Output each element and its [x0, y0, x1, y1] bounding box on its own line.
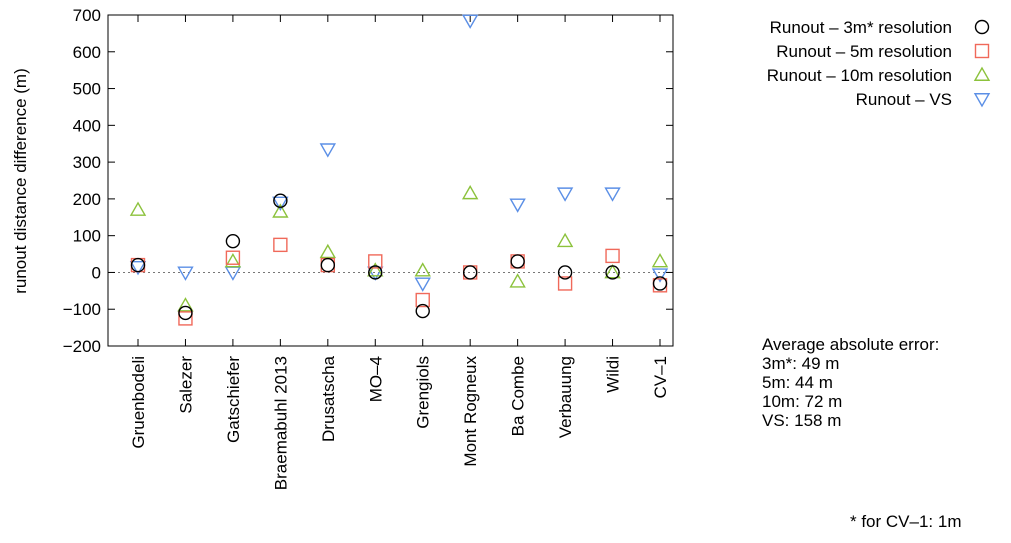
y-tick-label: 0 [92, 263, 101, 282]
data-point [556, 232, 574, 248]
y-tick-label: 300 [73, 153, 101, 172]
data-markers [129, 14, 669, 326]
annotation-line: 10m: 72 m [762, 392, 843, 411]
legend-marker [973, 66, 991, 81]
y-tick-label: 500 [73, 80, 101, 99]
y-tick-label: −100 [63, 300, 101, 319]
legend-label: Runout – 5m resolution [776, 42, 952, 61]
x-tick-label: Ba Combe [509, 356, 528, 436]
data-point [177, 297, 194, 312]
data-point [272, 196, 289, 211]
y-tick-label: 100 [73, 227, 101, 246]
data-point [368, 254, 383, 269]
annotation-line: 5m: 44 m [762, 373, 833, 392]
data-point [509, 198, 526, 213]
data-point [367, 266, 384, 281]
data-point [605, 248, 620, 264]
data-point [461, 14, 479, 29]
data-point [320, 257, 336, 273]
x-axis: Gruenbodeli Salezer Gatschiefer Braemabuhl … [129, 15, 670, 490]
data-point [461, 184, 479, 200]
data-point [414, 277, 431, 292]
data-point [604, 187, 621, 202]
data-point [273, 237, 288, 253]
data-point [605, 265, 620, 280]
data-point [462, 265, 478, 280]
footnote: * for CV–1: 1m [850, 512, 962, 531]
data-point [509, 273, 526, 288]
y-tick-label: 700 [73, 6, 101, 25]
x-tick-label: Drusatscha [319, 355, 338, 442]
data-point [272, 203, 289, 218]
x-tick-label: CV–1 [651, 356, 670, 399]
data-point [273, 193, 288, 208]
data-point [177, 266, 194, 281]
legend-label: Runout – 10m resolution [767, 66, 952, 85]
y-tick-label: −200 [63, 337, 101, 356]
x-tick-label: Wildi [604, 356, 623, 393]
plot-frame [107, 14, 674, 347]
x-tick-label: Gruenbodeli [129, 356, 148, 449]
data-point [557, 276, 573, 291]
legend: Runout – 3m* resolution Runout – 5m resol… [767, 18, 991, 109]
data-point [224, 253, 242, 268]
data-point [178, 305, 193, 321]
data-point [414, 262, 431, 277]
data-point [319, 143, 337, 158]
data-point [557, 265, 573, 280]
y-axis-label: runout distance difference (m) [11, 68, 30, 294]
data-point [129, 201, 147, 216]
y-tick-label: 200 [73, 190, 101, 209]
data-point [415, 292, 430, 308]
plot-border [107, 14, 674, 347]
data-point [178, 311, 193, 326]
x-tick-label: Verbauung [556, 356, 575, 438]
data-point [651, 253, 669, 268]
y-tick-label: 600 [73, 43, 101, 62]
data-point [651, 268, 669, 283]
data-point [225, 233, 241, 249]
data-point [224, 266, 242, 281]
x-tick-label: Gatschiefer [224, 356, 243, 443]
data-point [556, 187, 574, 202]
annotation-heading: Average absolute error: [762, 335, 940, 354]
data-point [652, 276, 668, 291]
x-tick-label: Mont Rogneux [461, 356, 480, 467]
data-point [368, 265, 383, 280]
y-tick-label: 400 [73, 116, 101, 135]
x-tick-label: Grengiols [414, 356, 433, 429]
data-point [225, 250, 241, 265]
x-tick-label: MO–4 [366, 356, 385, 402]
data-point [510, 254, 525, 269]
data-point [415, 303, 430, 319]
legend-marker [974, 43, 990, 59]
data-point [604, 264, 621, 279]
average-error-annotation: Average absolute error: 3m*: 49 m 5m: 44… [762, 335, 939, 430]
x-tick-label: Braemabuhl 2013 [271, 356, 290, 490]
data-point [130, 257, 146, 273]
legend-marker [973, 93, 991, 108]
legend-label: Runout – 3m* resolution [770, 18, 952, 37]
annotation-line: VS: 158 m [762, 411, 842, 430]
x-tick-label: Salezer [176, 356, 195, 414]
y-axis: −200 −100 0 100 200 300 400 500 600 700 [63, 6, 673, 356]
legend-label: Runout – VS [856, 90, 952, 109]
data-point [367, 262, 384, 277]
annotation-line: 3m*: 49 m [762, 354, 840, 373]
data-point [129, 260, 147, 276]
legend-marker [974, 19, 990, 35]
data-point [319, 243, 337, 259]
